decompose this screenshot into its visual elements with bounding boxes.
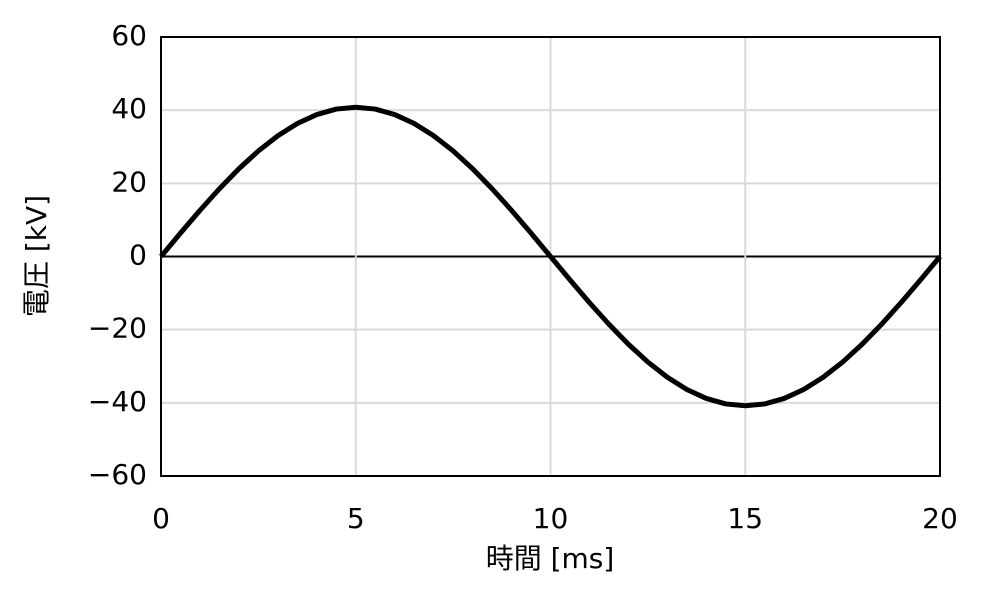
x-tick-label: 0 <box>152 502 170 535</box>
y-axis-label: 電圧 [kV] <box>20 195 53 317</box>
y-tick-label: 60 <box>111 19 147 52</box>
line-series <box>159 104 942 409</box>
y-tick-label: −40 <box>88 385 147 418</box>
y-tick-label: −60 <box>88 458 147 491</box>
x-axis-label: 時間 [ms] <box>486 542 615 575</box>
x-tick-label: 10 <box>533 502 569 535</box>
x-tick-label: 20 <box>922 502 958 535</box>
y-tick-label: 20 <box>111 165 147 198</box>
y-tick-label: 40 <box>111 92 147 125</box>
y-tick-label: −20 <box>88 312 147 345</box>
y-tick-label: 0 <box>129 239 147 272</box>
x-tick-label: 15 <box>727 502 763 535</box>
x-tick-label: 5 <box>347 502 365 535</box>
